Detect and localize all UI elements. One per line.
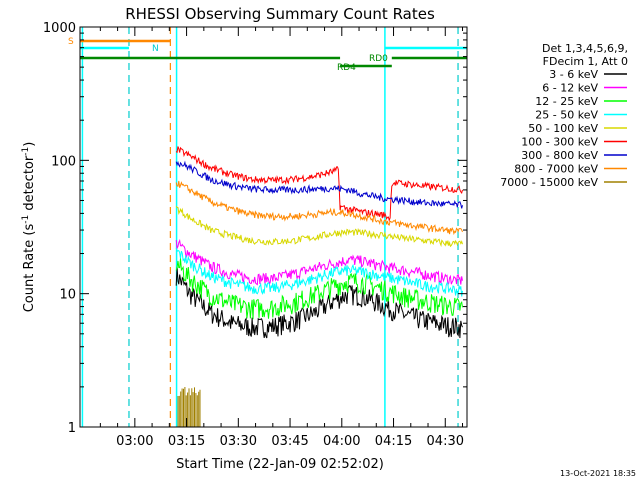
series-line-7: [175, 180, 463, 236]
legend-label-6: 300 - 800 keV: [521, 149, 598, 162]
x-axis: 03:00 03:15 03:30 03:45 04:00 04:15 04:30: [99, 27, 464, 449]
y-tick-label: 1000: [43, 21, 76, 36]
rd0-label: RD0: [369, 54, 388, 64]
x-tick-label: 04:00: [323, 434, 360, 449]
x-tick-label: 03:00: [116, 434, 153, 449]
x-tick-label: 03:30: [220, 434, 257, 449]
y-axis: 1 10 100 1000: [43, 21, 467, 436]
night-label: N: [152, 44, 159, 54]
plot-lines: S N RD0 RD4: [68, 27, 467, 427]
x-axis-label: Start Time (22-Jan-09 02:52:02): [176, 457, 384, 472]
legend-label-5: 100 - 300 keV: [521, 136, 598, 149]
rd4-label: RD4: [337, 63, 356, 73]
series-line-8: [177, 387, 201, 427]
series-line-6: [175, 160, 463, 209]
series-line-3: [175, 247, 463, 297]
plot-frame: [79, 26, 468, 428]
legend-label-8: 7000 - 15000 keV: [500, 176, 598, 189]
x-tick-label: 04:30: [427, 434, 464, 449]
timestamp: 13-Oct-2021 18:35: [560, 469, 636, 478]
chart-title: RHESSI Observing Summary Count Rates: [125, 5, 435, 23]
legend-label-2: 12 - 25 keV: [535, 95, 598, 108]
legend-header-1: Det 1,3,4,5,6,9,: [542, 42, 628, 55]
legend: Det 1,3,4,5,6,9, FDecim 1, Att 0 3 - 6 k…: [500, 42, 628, 189]
legend-label-0: 3 - 6 keV: [549, 68, 598, 81]
series-line-1: [175, 238, 463, 287]
legend-label-4: 50 - 100 keV: [528, 122, 598, 135]
y-tick-label: 1: [68, 421, 76, 436]
x-tick-label: 03:15: [168, 434, 205, 449]
series-line-5: [175, 146, 463, 222]
saa-label: S: [68, 37, 74, 47]
x-tick-label: 03:45: [271, 434, 308, 449]
legend-label-7: 800 - 7000 keV: [514, 163, 598, 176]
series-layer: [175, 146, 463, 427]
y-tick-label: 10: [59, 288, 76, 303]
y-axis-label: Count Rate (s-1 detector-1): [21, 142, 37, 313]
legend-label-1: 6 - 12 keV: [542, 82, 598, 95]
series-line-4: [175, 205, 463, 248]
x-tick-label: 04:15: [375, 434, 412, 449]
series-line-2: [175, 258, 463, 320]
legend-header-2: FDecim 1, Att 0: [543, 55, 628, 68]
y-tick-label: 100: [51, 154, 76, 169]
legend-label-3: 25 - 50 keV: [535, 109, 598, 122]
